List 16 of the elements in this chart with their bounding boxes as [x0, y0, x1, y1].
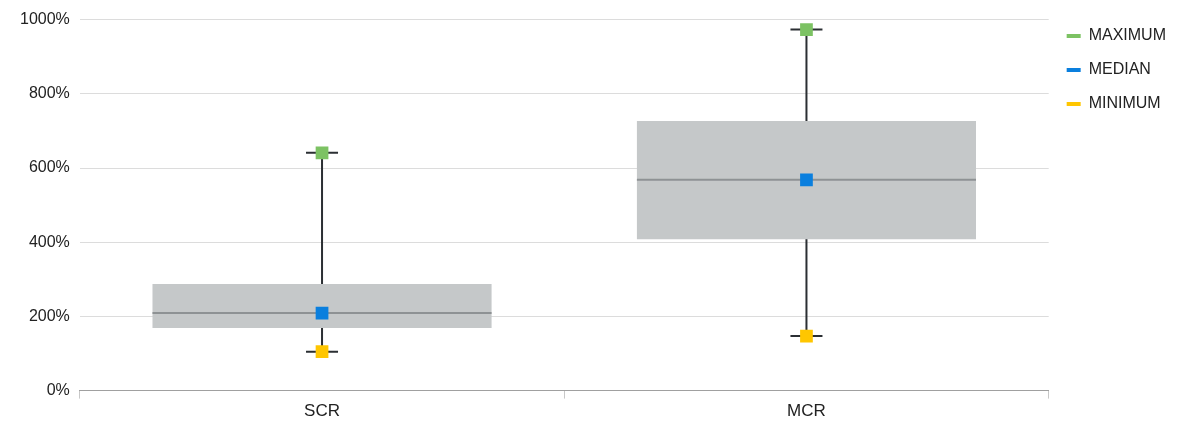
point: [315, 345, 329, 359]
y-tick-label: 400%: [28, 232, 70, 250]
legend-label: MINIMUM: [1088, 94, 1161, 112]
x-tick-label: MCR: [787, 401, 826, 421]
point: [800, 23, 813, 36]
point: [800, 173, 813, 187]
legend-label: MAXIMUM: [1088, 26, 1166, 44]
point: [315, 146, 329, 160]
y-tick-label: 1000%: [19, 10, 70, 28]
y-tick-label: 800%: [28, 84, 70, 102]
x-tick-label: SCR: [304, 401, 340, 421]
y-tick-label: 0%: [46, 381, 70, 399]
y-tick-label: 200%: [28, 306, 70, 324]
y-tick-label: 600%: [28, 158, 70, 176]
point: [800, 329, 813, 343]
legend-label: MEDIAN: [1088, 60, 1151, 78]
